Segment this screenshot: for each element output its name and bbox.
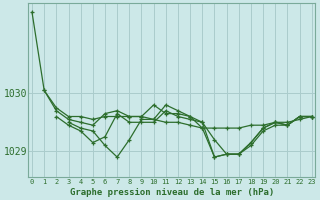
X-axis label: Graphe pression niveau de la mer (hPa): Graphe pression niveau de la mer (hPa) [70,188,274,197]
